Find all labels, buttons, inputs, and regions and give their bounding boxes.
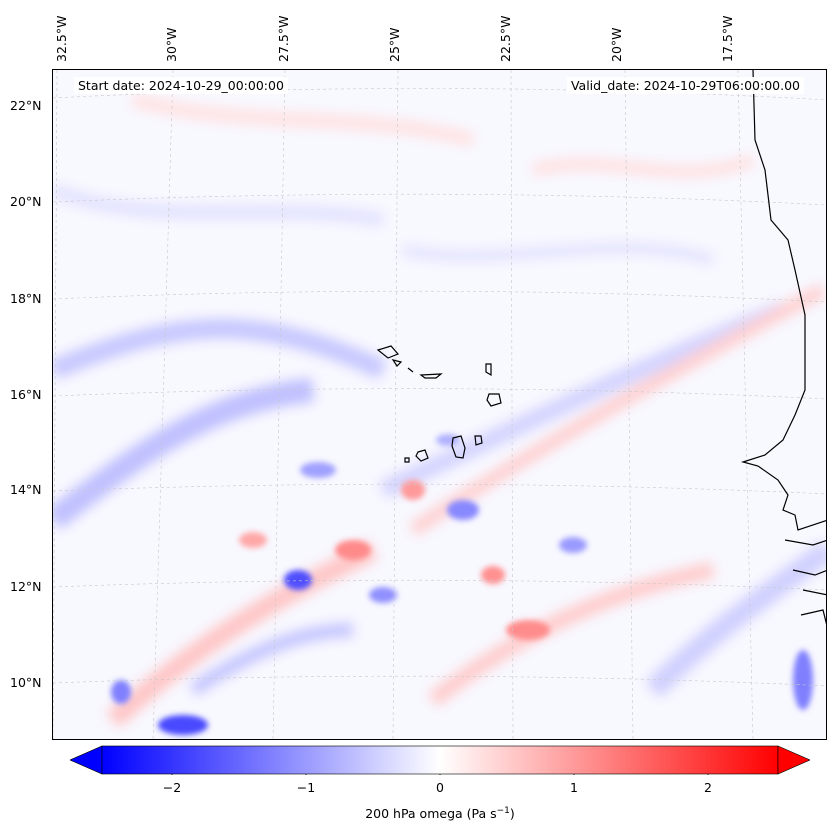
colorbar-tick-2: 2 [704,780,712,795]
colorbar-label-unit-exponent: −1 [496,806,510,816]
start-date-label: Start date: 2024-10-29_00:00:00 [74,77,288,94]
island-brava [404,457,410,463]
island-sao-nicolau [407,367,443,379]
island-sao-vicente [391,359,403,367]
island-santo-antao [376,345,400,359]
lat-label-22n: 22°N [10,98,42,113]
island-sal [485,363,492,377]
african-coastline [740,70,826,531]
island-santiago [451,435,466,459]
colorbar-label-close: ) [509,806,515,822]
field-background [53,70,826,739]
lat-label-14n: 14°N [10,482,42,497]
map-panel[interactable] [52,69,827,740]
colorbar-tick-neg2: −2 [162,780,182,795]
omega-field-cells [111,434,813,735]
lat-label-18n: 18°N [10,291,42,306]
island-boa-vista [486,393,502,407]
colorbar [70,745,810,775]
lat-label-16n: 16°N [10,387,42,402]
valid-date-label: Valid_date: 2024-10-29T06:00:00.00 [566,77,804,94]
lon-label-32-5w: 32.5°W [54,15,69,62]
island-maio [474,435,483,446]
lat-label-10n: 10°N [10,675,42,690]
lat-label-12n: 12°N [10,579,42,594]
lon-label-25w: 25°W [387,27,402,62]
colorbar-tick-0: 0 [436,780,444,795]
colorbar-tick-neg1: −1 [296,780,316,795]
lat-label-20n: 20°N [10,194,42,209]
lon-label-22-5w: 22.5°W [498,15,513,62]
omega-field-map [53,70,826,739]
graticule [53,70,826,739]
island-fogo [415,449,429,462]
lon-label-30w: 30°W [164,27,179,62]
lon-label-17-5w: 17.5°W [720,15,735,62]
colorbar-label-text: 200 hPa omega (Pa s [365,806,497,822]
colorbar-min-extend [70,745,103,775]
coastlines [376,70,826,625]
colorbar-ticks [171,774,709,775]
colorbar-label: 200 hPa omega (Pa s−1) [365,806,515,821]
colorbar-max-extend [777,745,810,775]
lon-label-27-5w: 27.5°W [276,15,291,62]
lon-label-20w: 20°W [609,27,624,62]
omega-field-broad [53,93,826,728]
coast-gambia-guinea [784,539,826,625]
colorbar-tick-1: 1 [570,780,578,795]
colorbar-gradient [101,745,779,775]
